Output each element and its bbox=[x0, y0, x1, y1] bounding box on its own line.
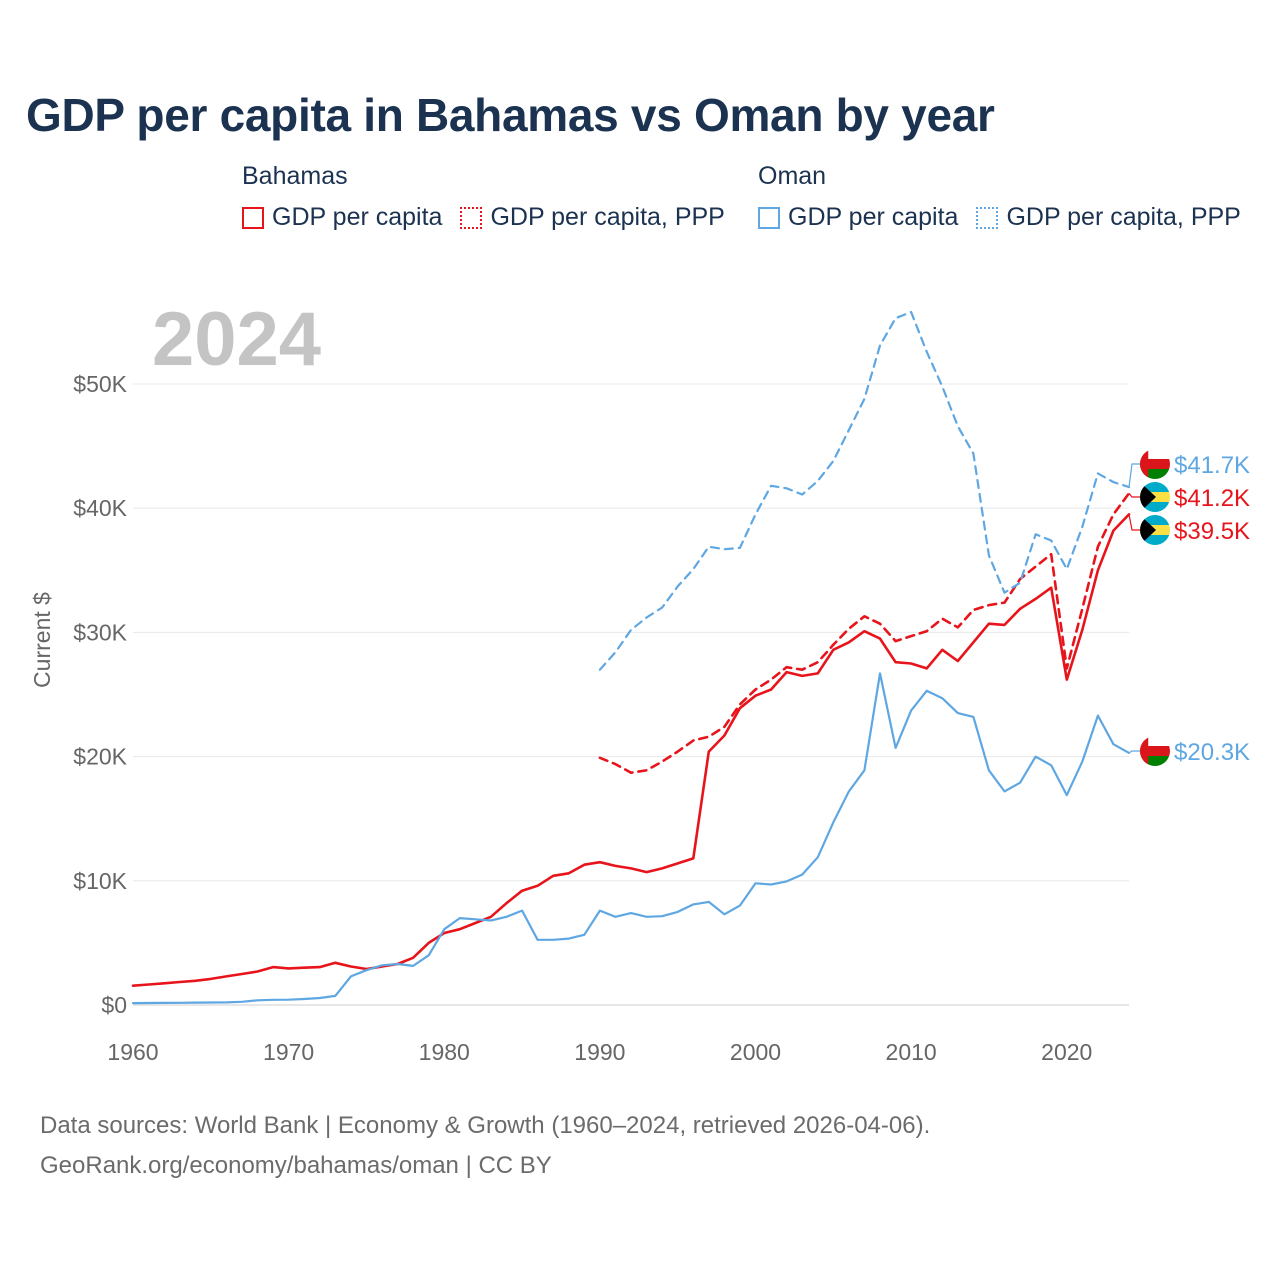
legend-item-oman-gdp-ppp[interactable]: GDP per capita, PPP bbox=[976, 203, 1241, 232]
legend-item-bahamas-gdp-ppp[interactable]: GDP per capita, PPP bbox=[460, 203, 725, 232]
flag-stripe bbox=[1140, 535, 1170, 545]
flag-stripe bbox=[1140, 449, 1170, 459]
flag-stripe bbox=[1140, 482, 1170, 492]
flag-stripe bbox=[1140, 736, 1149, 766]
legend-item-oman-gdp[interactable]: GDP per capita bbox=[758, 203, 958, 232]
flag-stripe bbox=[1140, 502, 1170, 512]
footer: Data sources: World Bank | Economy & Gro… bbox=[40, 1106, 930, 1186]
y-tick-label: $50K bbox=[73, 371, 127, 397]
end-value-label: $41.2K bbox=[1174, 485, 1250, 512]
y-tick-label: $10K bbox=[73, 868, 127, 894]
legend-swatch-solid-icon bbox=[758, 206, 780, 229]
flag-triangle bbox=[1140, 482, 1156, 512]
legend-group-title: Bahamas bbox=[242, 162, 348, 190]
flag-stripe bbox=[1140, 459, 1170, 469]
legend-swatch-dotted-icon bbox=[460, 206, 483, 229]
footer-credit: GeoRank.org/economy/bahamas/oman | CC BY bbox=[40, 1152, 552, 1179]
oman-flag-icon bbox=[1140, 736, 1170, 766]
x-tick-label: 2010 bbox=[886, 1039, 937, 1065]
legend-item-label: GDP per capita bbox=[272, 203, 443, 231]
flag-stripe bbox=[1140, 449, 1149, 479]
legend-item-label: GDP per capita, PPP bbox=[1006, 203, 1241, 231]
end-value-label: $41.7K bbox=[1174, 452, 1250, 479]
legend-item-bahamas-gdp[interactable]: GDP per capita bbox=[242, 203, 442, 232]
leader-line bbox=[1128, 750, 1140, 754]
footer-sources: Data sources: World Bank | Economy & Gro… bbox=[40, 1112, 931, 1139]
bahamas-flag-icon bbox=[1140, 482, 1170, 512]
legend-group-title: Oman bbox=[758, 162, 827, 190]
x-tick-label: 2020 bbox=[1041, 1039, 1092, 1065]
series-line bbox=[131, 672, 1131, 1005]
flag-stripe bbox=[1140, 756, 1170, 766]
y-tick-label: $40K bbox=[73, 495, 127, 521]
legend-item-label: GDP per capita bbox=[788, 203, 959, 231]
end-value-label: $20.3K bbox=[1174, 739, 1250, 766]
y-axis-title: Current $ bbox=[29, 592, 55, 688]
flag-stripe bbox=[1140, 469, 1170, 479]
series-line bbox=[598, 491, 1131, 775]
leader-line bbox=[1128, 492, 1140, 498]
oman-flag-icon bbox=[1140, 449, 1170, 479]
legend-group-bahamas: Bahamas GDP per capita GDP per capita, P… bbox=[242, 162, 725, 232]
x-tick-label: 1980 bbox=[419, 1039, 470, 1065]
x-tick-label: 1960 bbox=[107, 1039, 158, 1065]
legend-swatch-solid-icon bbox=[242, 206, 264, 229]
series-line bbox=[598, 310, 1131, 671]
flag-triangle bbox=[1140, 515, 1156, 545]
legend-swatch-dotted-icon bbox=[976, 206, 999, 229]
y-tick-label: $20K bbox=[73, 744, 127, 770]
y-tick-label: $30K bbox=[73, 619, 127, 645]
end-value-label: $39.5K bbox=[1174, 518, 1250, 545]
y-tick-label: $0 bbox=[101, 992, 127, 1018]
flag-stripe bbox=[1140, 515, 1170, 525]
flag-stripe bbox=[1140, 736, 1170, 746]
leader-line bbox=[1128, 463, 1140, 488]
flag-stripe bbox=[1140, 746, 1170, 756]
x-tick-label: 1990 bbox=[574, 1039, 625, 1065]
chart-title: GDP per capita in Bahamas vs Oman by yea… bbox=[26, 89, 995, 141]
legend-group-oman: Oman GDP per capita GDP per capita, PPP bbox=[758, 162, 1241, 232]
legend-item-label: GDP per capita, PPP bbox=[490, 203, 725, 231]
series-line bbox=[131, 513, 1131, 988]
leader-line bbox=[1128, 514, 1140, 531]
bahamas-flag-icon bbox=[1140, 515, 1170, 545]
x-tick-label: 2000 bbox=[730, 1039, 781, 1065]
x-tick-label: 1970 bbox=[263, 1039, 314, 1065]
year-label: 2024 bbox=[152, 297, 322, 382]
